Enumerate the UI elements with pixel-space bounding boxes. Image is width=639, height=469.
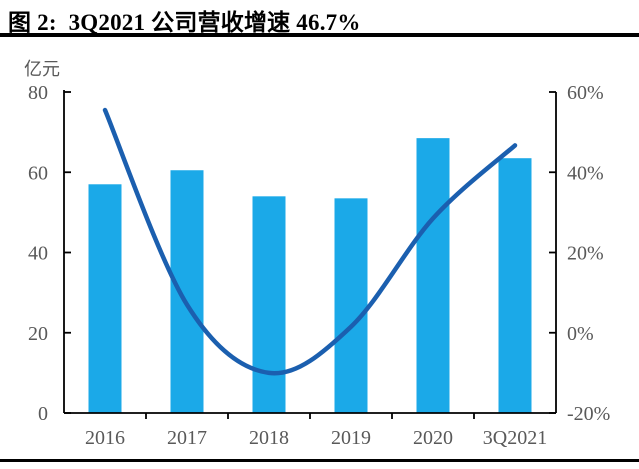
right-axis-tick-label: 0%: [567, 323, 594, 345]
x-axis-category-label: 3Q2021: [483, 427, 547, 449]
revenue-bar-2018: [252, 196, 286, 413]
footer-divider: [0, 459, 639, 462]
right-axis-tick-label: 20%: [567, 243, 604, 265]
left-axis-tick-label: 80: [28, 82, 48, 104]
right-axis-tick-label: 40%: [567, 162, 604, 184]
revenue-bar-2016: [88, 184, 122, 413]
x-axis-category-label: 2018: [249, 427, 289, 449]
right-axis-tick-label: 60%: [567, 82, 604, 104]
revenue-bar-2020: [416, 138, 450, 414]
left-axis-tick-label: 60: [28, 162, 48, 184]
left-axis-tick-label: 40: [28, 243, 48, 265]
x-axis-category-label: 2016: [85, 427, 125, 449]
left-axis-tick-label: 20: [28, 323, 48, 345]
revenue-bar-2019: [334, 198, 368, 413]
right-axis-tick-label: -20%: [567, 403, 610, 425]
revenue-bar-3Q2021: [498, 158, 532, 413]
x-axis-category-label: 2017: [167, 427, 207, 449]
left-axis-tick-label: 0: [38, 403, 48, 425]
revenue-bar-2017: [170, 170, 204, 413]
growth-rate-line: [102, 107, 518, 376]
x-axis-category-label: 2020: [413, 427, 453, 449]
figure-title: 图 2: 3Q2021 公司营收增速 46.7%: [8, 10, 361, 35]
x-axis-category-label: 2019: [331, 427, 371, 449]
title-divider: [0, 33, 639, 37]
left-axis-unit-label: 亿元: [24, 59, 60, 79]
